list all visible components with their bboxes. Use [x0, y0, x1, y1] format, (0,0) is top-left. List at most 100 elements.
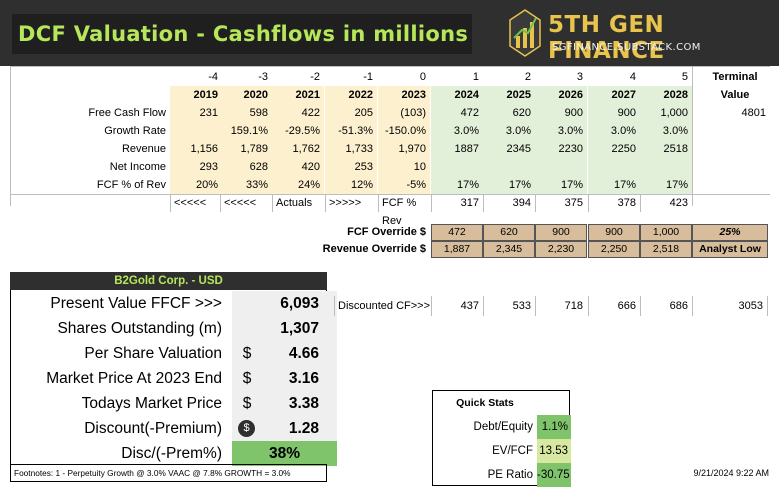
quick-stat-value: -30.75 [537, 463, 571, 487]
quick-stats-title-row: Quick Stats [433, 391, 571, 415]
discounted-cell: 437 [431, 296, 483, 316]
table-cell: 12% [325, 176, 377, 194]
table-cell: 10 [378, 158, 430, 176]
table-cell: 2518 [640, 140, 692, 158]
table-cell: 2230 [535, 140, 587, 158]
override-extra[interactable]: Analyst Low [692, 241, 768, 258]
year-header: 2020 [220, 86, 272, 104]
year-header: 2022 [325, 86, 377, 104]
table-cell [535, 158, 587, 176]
table-cell: 231 [170, 104, 222, 122]
quick-stat-label: PE Ratio [487, 469, 533, 481]
value-box [232, 391, 337, 416]
table-cell: 628 [220, 158, 272, 176]
row-label: Free Cash Flow [88, 107, 166, 119]
fcf-rev-cell: 423 [640, 194, 692, 212]
table-cell: 1,762 [272, 140, 324, 158]
quick-stat-row: EV/FCF 13.53 [433, 439, 571, 463]
table-cell: 3.0% [588, 122, 640, 140]
period-label: 0 [419, 71, 426, 83]
valuation-value: 3.38 [288, 395, 319, 412]
brand-logo-icon [509, 9, 541, 57]
valuation-row: Present Value FFCF >>> 6,093 [10, 291, 337, 316]
valuation-row: Disc/(-Prem%) 38% [10, 441, 337, 466]
table-cell: 17% [483, 176, 535, 194]
override-extra[interactable]: 25% [692, 224, 768, 241]
valuation-value: 3.16 [288, 370, 319, 387]
valuation-row: Market Price At 2023 End $3.16 [10, 366, 337, 391]
table-cell: 205 [325, 104, 377, 122]
table-cell: 1,970 [378, 140, 430, 158]
valuation-value: 1,307 [280, 320, 319, 337]
actuals-marker: FCF % Rev [378, 194, 430, 227]
table-cell: -150.0% [378, 122, 430, 140]
row-label: Net Income [109, 161, 166, 173]
table-cell: -29.5% [272, 122, 324, 140]
table-cell: 1,000 [640, 104, 692, 122]
override-input[interactable]: 1,887 [431, 241, 483, 258]
override-input[interactable]: 2,345 [483, 241, 535, 258]
valuation-label: Disc/(-Prem%) [121, 445, 222, 462]
terminal-fcf: 4801 [741, 107, 766, 119]
table-cell: 3.0% [640, 122, 692, 140]
value-box [232, 316, 337, 341]
year-header: 2025 [483, 86, 535, 104]
override-input[interactable]: 2,250 [588, 241, 640, 258]
value-box [232, 341, 337, 366]
table-cell: 1,789 [220, 140, 272, 158]
quick-stat-row: PE Ratio -30.75 [433, 463, 571, 487]
table-cell: (103) [378, 104, 430, 122]
grid-line [692, 66, 693, 206]
override-label: FCF Override $ [347, 226, 426, 238]
fcf-rev-cell: 317 [431, 194, 483, 212]
discounted-terminal: 3053 [692, 296, 768, 316]
table-cell [431, 158, 483, 176]
override-input[interactable]: 900 [535, 224, 587, 241]
override-input[interactable]: 620 [483, 224, 535, 241]
table-cell [588, 158, 640, 176]
override-input[interactable]: 1,000 [640, 224, 692, 241]
year-header: 2019 [170, 86, 222, 104]
currency-symbol: $ [242, 370, 252, 387]
actuals-marker: <<<<< [220, 194, 272, 212]
quick-stat-label: EV/FCF [492, 445, 533, 457]
currency-symbol: $ [242, 345, 252, 362]
table-cell: 1887 [431, 140, 483, 158]
table-cell: 253 [325, 158, 377, 176]
table-cell: 1,156 [170, 140, 222, 158]
table-cell: 3.0% [431, 122, 483, 140]
actuals-marker: >>>>> [325, 194, 377, 212]
terminal-header: Terminal [712, 71, 758, 83]
grid-line [10, 66, 11, 206]
footnote: Footnotes: 1 - Perpetuity Growth @ 3.0% … [10, 464, 327, 482]
valuation-row: Todays Market Price $3.38 [10, 391, 337, 416]
premium-box [232, 441, 337, 466]
override-input[interactable]: 900 [588, 224, 640, 241]
table-cell: 3.0% [535, 122, 587, 140]
period-label: 2 [524, 71, 531, 83]
header-banner: DCF Valuation - Cashflows in millions 5T… [0, 0, 779, 66]
dcf-table: -4 2019 -3 2020 -2 2021 -1 2022 0 2023 1 2024 2 2025 3… [10, 66, 779, 227]
override-input[interactable]: 472 [431, 224, 483, 241]
quick-stats-panel: Quick Stats Debt/Equity 1.1% EV/FCF 13.53 PE… [432, 390, 571, 487]
quick-stat-value: 13.53 [537, 439, 571, 463]
table-cell: 472 [431, 104, 483, 122]
table-cell [640, 158, 692, 176]
dollar-coin-icon: $ [238, 420, 255, 437]
table-cell: 420 [272, 158, 324, 176]
table-cell: 900 [588, 104, 640, 122]
table-cell: 598 [220, 104, 272, 122]
page-title: DCF Valuation - Cashflows in millions [12, 14, 472, 54]
row-label: Revenue [121, 143, 166, 155]
override-input[interactable]: 2,518 [640, 241, 692, 258]
table-cell: 620 [483, 104, 535, 122]
value-box [232, 366, 337, 391]
timestamp: 9/21/2024 9:22 AM [693, 468, 769, 478]
valuation-value: 4.66 [288, 345, 319, 362]
table-cell: 2345 [483, 140, 535, 158]
discounted-label: Discounted CF>>> [334, 296, 434, 316]
discounted-cell: 533 [483, 296, 535, 316]
override-input[interactable]: 2,230 [535, 241, 587, 258]
fcf-rev-cell: 375 [535, 194, 587, 212]
brand-url[interactable]: SGFINANCE.SUBSTACK.COM [552, 42, 701, 53]
